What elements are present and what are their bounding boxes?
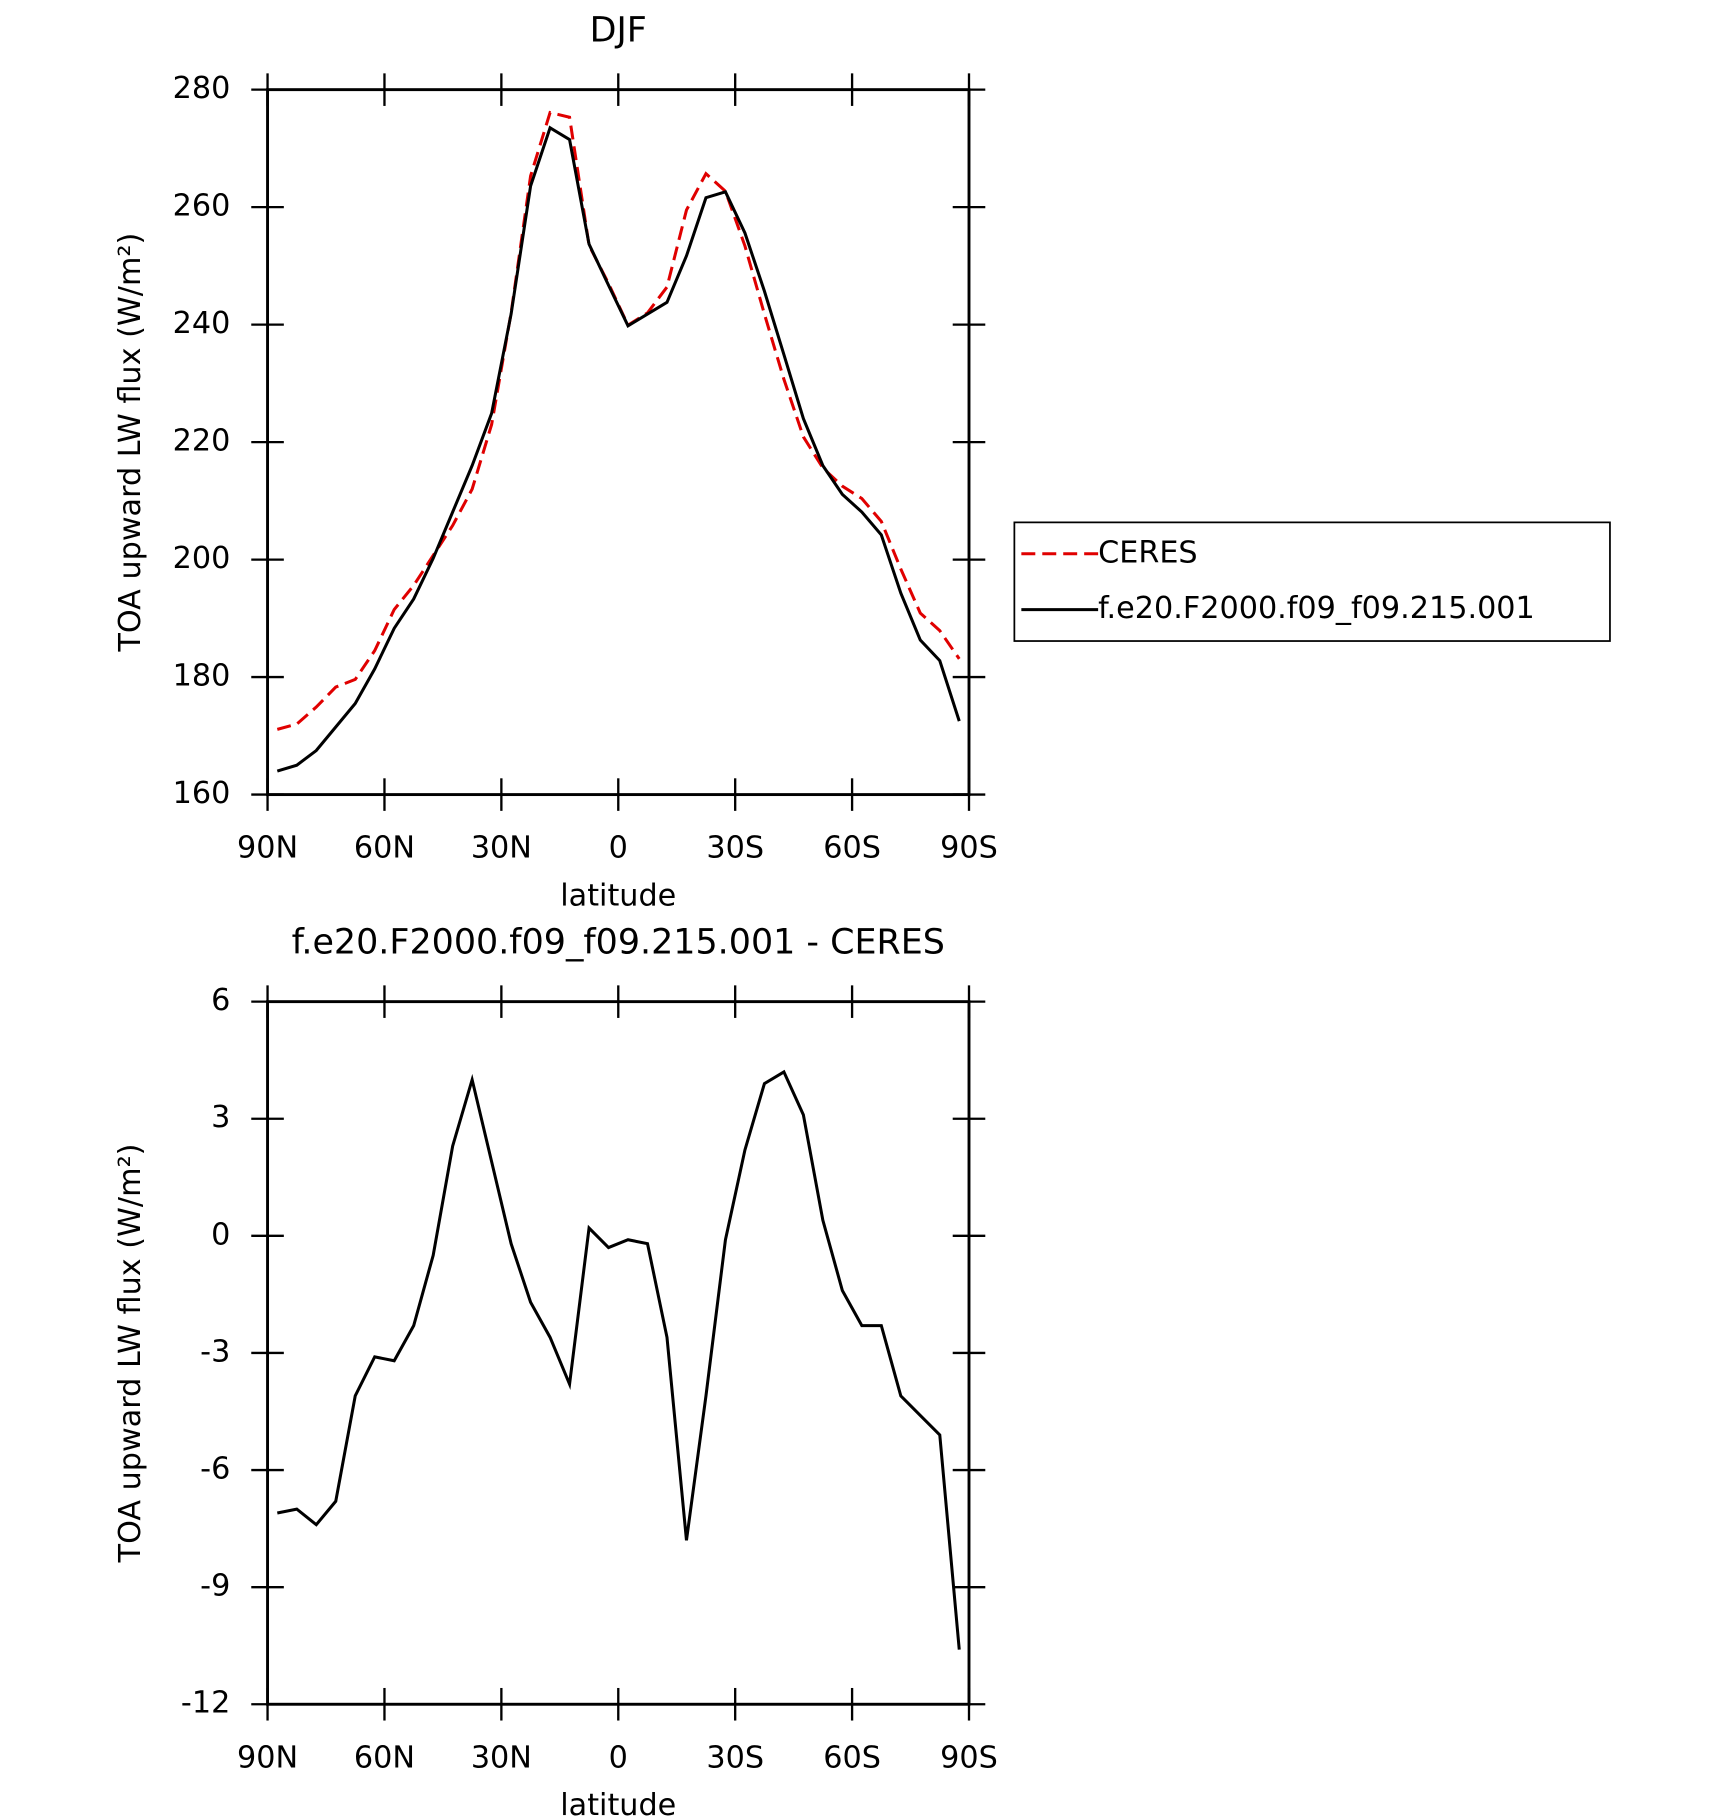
y-axis-label: TOA upward LW flux (W/m²) [113, 233, 148, 653]
y-tick-label: 200 [173, 541, 231, 576]
y-tick-label: -12 [181, 1686, 230, 1721]
plot-frame [266, 88, 971, 797]
x-tick-label: 30N [471, 831, 532, 866]
y-tick-label: 240 [173, 306, 231, 341]
y-tick-label: -3 [200, 1334, 230, 1369]
y-tick-label: 0 [211, 1217, 230, 1252]
chart-title: f.e20.F2000.f09_f09.215.001 - CERES [292, 922, 945, 962]
x-tick-label: 90N [237, 1740, 298, 1775]
x-tick-label: 90N [237, 831, 298, 866]
y-tick-label: 220 [173, 424, 231, 459]
data-line [276, 110, 961, 731]
y-axis-label: TOA upward LW flux (W/m²) [113, 1144, 148, 1564]
x-tick-label: 30S [706, 1740, 764, 1775]
x-tick-label: 60S [823, 1740, 881, 1775]
x-tick-label: 60N [354, 831, 415, 866]
chart-title: DJF [590, 10, 647, 50]
y-tick-label: -9 [200, 1569, 230, 1604]
x-tick-label: 90S [940, 1740, 998, 1775]
x-tick-label: 90S [940, 831, 998, 866]
x-tick-label: 0 [609, 831, 628, 866]
y-tick-label: 160 [173, 776, 231, 811]
x-axis-label: latitude [560, 1788, 676, 1816]
legend-label: CERES [1098, 535, 1198, 570]
x-tick-label: 30N [471, 1740, 532, 1775]
data-line [276, 1069, 961, 1650]
y-tick-label: 6 [211, 983, 230, 1018]
y-tick-label: 260 [173, 189, 231, 224]
y-tick-label: -6 [200, 1452, 230, 1487]
plot-frame [266, 1000, 971, 1706]
x-tick-label: 60S [823, 831, 881, 866]
x-tick-label: 30S [706, 831, 764, 866]
y-tick-label: 3 [211, 1100, 230, 1135]
x-axis-label: latitude [560, 878, 676, 913]
data-line [276, 125, 961, 773]
legend-label: f.e20.F2000.f09_f09.215.001 [1098, 591, 1535, 626]
x-tick-label: 60N [354, 1740, 415, 1775]
x-tick-label: 0 [609, 1740, 628, 1775]
legend-box [1013, 521, 1611, 642]
y-tick-label: 280 [173, 71, 231, 106]
y-tick-label: 180 [173, 659, 231, 694]
